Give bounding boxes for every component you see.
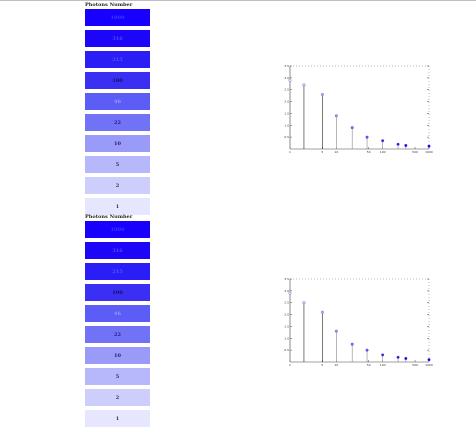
legend-swatch: 2 (85, 177, 150, 194)
y-tick-label: 0.5 (284, 348, 289, 352)
y-tick-label: 3.5 (284, 64, 289, 68)
data-point (365, 348, 369, 352)
data-point (334, 329, 338, 333)
data-point (334, 114, 338, 118)
legend-swatch-label: 316 (112, 247, 123, 254)
legend-swatch: 5 (85, 156, 150, 173)
stem-plot-svg: 0.5 1.0 1.5 2.0 2.5 3.0 3.5 1 5 10 50 100 500 1000 (284, 64, 433, 153)
legend-swatch-label: 22 (114, 331, 121, 338)
legend-swatch-label: 10 (114, 140, 121, 147)
legend-swatch-list: 1000 316 215 100 46 22 10 5 2 1 (85, 9, 151, 215)
legend-swatch-label: 1000 (110, 226, 125, 233)
legend-swatch-label: 215 (112, 56, 123, 63)
legend-swatch-label: 100 (112, 289, 123, 296)
data-point (288, 78, 292, 82)
x-tick-label: 50 (367, 150, 371, 153)
x-tick-label: 500 (412, 363, 418, 366)
data-point (350, 126, 354, 130)
y-tick-label: 2.0 (284, 313, 289, 317)
legend-title: Photons Number (85, 214, 133, 220)
y-tick-label: 2.5 (284, 301, 289, 305)
data-point (396, 142, 400, 146)
y-tick-label: 2.5 (284, 88, 289, 92)
legend-swatch: 215 (85, 263, 150, 280)
legend-swatch-label: 5 (115, 373, 120, 380)
stem-plot-chart: 0.5 1.0 1.5 2.0 2.5 3.0 3.5 1 5 10 50 100 500 1000 (283, 63, 435, 153)
legend-swatch: 2 (85, 389, 150, 406)
data-point (404, 143, 408, 147)
y-tick-label: 0.5 (284, 135, 289, 139)
legend-swatch-label: 1000 (110, 14, 125, 21)
legend-swatch: 46 (85, 93, 150, 110)
legend-swatch-label: 46 (114, 98, 121, 105)
x-tick-label: 10 (334, 150, 338, 153)
legend-swatch-label: 316 (112, 35, 123, 42)
legend-swatch: 5 (85, 368, 150, 385)
data-point (427, 144, 431, 148)
x-tick-label: 100 (380, 363, 386, 366)
x-tick-label: 10 (334, 363, 338, 366)
y-tick-label: 3.0 (284, 76, 289, 80)
legend-swatch-label: 10 (114, 352, 121, 359)
data-point (381, 139, 385, 143)
legend-swatch: 316 (85, 30, 150, 47)
data-point (320, 93, 324, 96)
legend-swatch: 22 (85, 114, 150, 131)
legend-swatch: 1 (85, 198, 150, 215)
legend-swatch: 316 (85, 242, 150, 259)
legend-swatch-label: 46 (114, 310, 121, 317)
data-point (396, 355, 400, 359)
y-tick-label: 3.5 (284, 277, 289, 281)
data-point (404, 356, 408, 360)
legend-panel-photons-number: Photons Number 1000 316 215 100 46 22 10 5 2 1 (85, 1, 151, 219)
y-tick-label: 2.0 (284, 100, 289, 104)
legend-swatch: 1000 (85, 9, 150, 26)
legend-swatch: 22 (85, 326, 150, 343)
legend-swatch: 46 (85, 305, 150, 322)
y-tick-label: 1.5 (284, 111, 289, 115)
top-border-line (0, 0, 476, 1)
legend-swatch-label: 215 (112, 268, 123, 275)
y-tick-label: 1.0 (284, 336, 289, 340)
x-tick-label: 1000 (425, 150, 433, 153)
legend-title: Photons Number (85, 2, 133, 8)
data-point (381, 353, 385, 357)
legend-swatch: 100 (85, 284, 150, 301)
x-tick-label: 50 (367, 363, 371, 366)
legend-swatch-label: 22 (114, 119, 121, 126)
data-point (350, 342, 354, 346)
data-point (288, 291, 292, 295)
legend-panel-photons-number: Photons Number 1000 316 215 100 46 22 10 5 2 1 (85, 213, 151, 431)
data-point (320, 310, 324, 314)
legend-swatch: 1000 (85, 221, 150, 238)
x-tick-label: 1000 (425, 363, 433, 366)
legend-swatch: 10 (85, 135, 150, 152)
legend-swatch: 215 (85, 51, 150, 68)
y-tick-label: 1.5 (284, 324, 289, 328)
x-tick-label: 1 (289, 150, 291, 153)
stem-plot-chart: 0.5 1.0 1.5 2.0 2.5 3.0 3.5 1 5 10 50 100 500 1000 (283, 276, 435, 366)
x-tick-label: 100 (380, 150, 386, 153)
legend-swatch-label: 1 (115, 415, 120, 422)
x-tick-label: 5 (321, 150, 323, 153)
legend-swatch-label: 2 (115, 394, 120, 401)
x-tick-label: 5 (321, 363, 323, 366)
y-tick-label: 3.0 (284, 289, 289, 293)
data-point (302, 301, 306, 305)
data-point (427, 358, 431, 362)
y-tick-label: 1.0 (284, 123, 289, 127)
legend-swatch: 100 (85, 72, 150, 89)
legend-swatch-label: 5 (115, 161, 120, 168)
legend-swatch-list: 1000 316 215 100 46 22 10 5 2 1 (85, 221, 151, 427)
legend-swatch: 1 (85, 410, 150, 427)
legend-swatch-label: 100 (112, 77, 123, 84)
x-tick-label: 1 (289, 363, 291, 366)
legend-swatch-label: 2 (115, 182, 120, 189)
legend-swatch-label: 1 (115, 203, 120, 210)
stem-plot-svg: 0.5 1.0 1.5 2.0 2.5 3.0 3.5 1 5 10 50 100 500 1000 (284, 277, 433, 366)
data-point (302, 83, 306, 87)
x-tick-label: 500 (412, 150, 418, 153)
data-point (365, 135, 369, 139)
legend-swatch: 10 (85, 347, 150, 364)
